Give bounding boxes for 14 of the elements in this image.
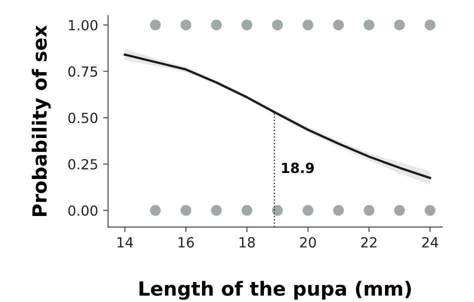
x-tick-label: 22 [361, 237, 376, 248]
y-tick-label: 0.25 [68, 159, 98, 170]
x-axis-title: Length of the pupa (mm) [140, 280, 411, 300]
x-tick-label: 16 [178, 237, 194, 248]
ref-line-label: 18.9 [282, 162, 314, 174]
x-tick-label: 24 [422, 237, 438, 248]
x-tick-label: 20 [300, 237, 316, 248]
y-tick-label: 1.00 [68, 20, 98, 30]
x-tick-label: 18 [240, 237, 255, 248]
y-tick-label: 0.00 [68, 205, 98, 216]
y-axis-title: Probability of sex [32, 25, 51, 216]
y-tick-label: 0.50 [68, 112, 98, 124]
x-tick-label: 14 [118, 237, 133, 248]
y-tick-label: 0.75 [68, 66, 98, 77]
